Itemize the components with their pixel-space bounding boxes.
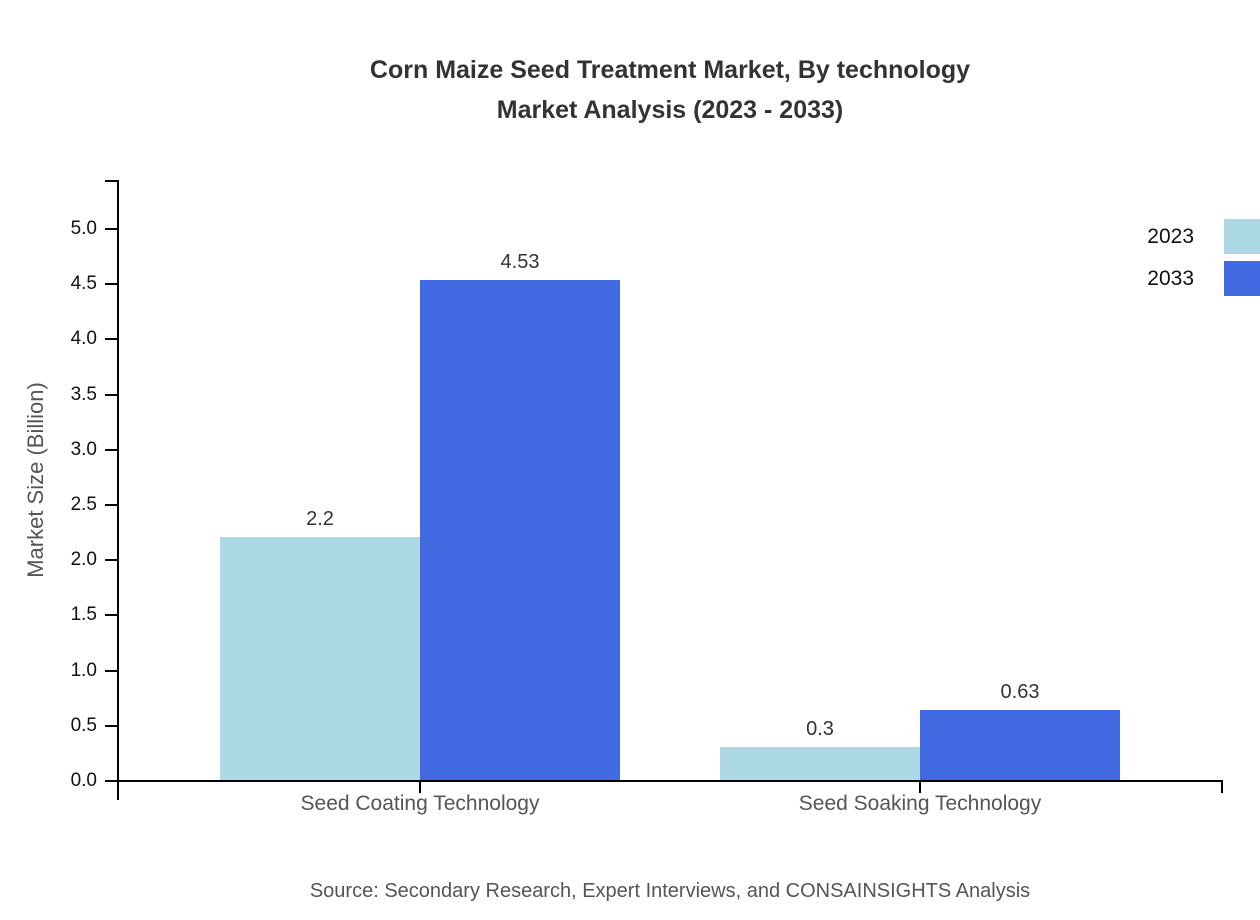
- x-tick: [919, 780, 921, 793]
- y-axis-title: Market Size (Billion): [23, 382, 48, 578]
- source-note: Source: Secondary Research, Expert Inter…: [309, 880, 1031, 902]
- y-tick-label: 4.5: [70, 273, 97, 294]
- y-tick-label: 5.0: [70, 218, 97, 239]
- x-tick: [419, 780, 421, 793]
- y-tick-label: 1.0: [70, 660, 97, 681]
- y-tick-label: 3.5: [70, 384, 97, 405]
- y-tick-label: 4.0: [70, 328, 97, 349]
- bar-2033-category-0: [420, 280, 620, 780]
- y-tick-label: 0.5: [70, 715, 97, 736]
- bar-value-label: 2.2: [306, 508, 334, 530]
- y-tick: [105, 394, 118, 396]
- y-tick-label: 3.0: [70, 439, 97, 460]
- legend-item-2023: 2023: [1147, 219, 1260, 254]
- y-tick-label: 2.0: [70, 549, 97, 570]
- x-category-label: Seed Coating Technology: [300, 792, 540, 815]
- y-tick-label: 1.5: [70, 604, 97, 625]
- bar-value-label: 4.53: [500, 251, 540, 273]
- legend-swatch-2033-icon: [1224, 261, 1260, 296]
- legend-label-2033: 2033: [1147, 266, 1194, 290]
- y-tick: [105, 614, 118, 616]
- legend-label-2023: 2023: [1147, 224, 1194, 248]
- bar-2023-category-0: [220, 537, 420, 780]
- bar-value-label: 0.63: [1000, 681, 1040, 703]
- x-category-label: Seed Soaking Technology: [798, 792, 1042, 815]
- bar-value-label: 0.3: [806, 718, 834, 740]
- y-axis-end-cap: [105, 180, 118, 182]
- y-tick: [105, 449, 118, 451]
- y-tick: [105, 559, 118, 561]
- y-tick: [105, 338, 118, 340]
- bar-2023-category-1: [720, 747, 920, 780]
- y-tick: [105, 725, 118, 727]
- legend-swatch-2023-icon: [1224, 219, 1260, 254]
- x-axis-end-cap: [1221, 780, 1223, 793]
- y-tick: [105, 504, 118, 506]
- y-tick-label: 2.5: [70, 494, 97, 515]
- y-tick: [105, 283, 118, 285]
- y-tick: [105, 780, 118, 782]
- y-tick: [105, 670, 118, 672]
- y-axis-line: [117, 180, 119, 800]
- bar-2033-category-1: [920, 710, 1120, 780]
- x-axis-line: [117, 780, 1223, 782]
- y-tick: [105, 228, 118, 230]
- y-tick-label: 0.0: [70, 770, 97, 791]
- legend: 2023 2033: [1147, 219, 1260, 303]
- legend-item-2033: 2033: [1147, 261, 1260, 296]
- chart-title: Corn Maize Seed Treatment Market, By tec…: [369, 56, 971, 124]
